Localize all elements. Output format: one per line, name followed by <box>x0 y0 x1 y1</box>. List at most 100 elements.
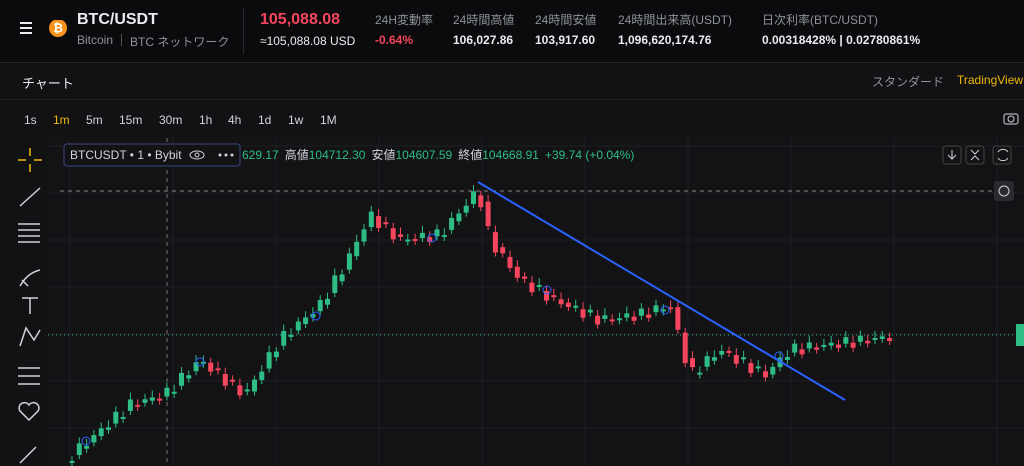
candle <box>244 389 250 392</box>
candle <box>850 342 856 348</box>
interval[interactable]: 5m <box>86 113 103 127</box>
candle <box>507 256 513 268</box>
legend-icons[interactable] <box>189 150 205 160</box>
candle <box>84 445 90 449</box>
candle <box>799 349 805 355</box>
candle <box>179 372 184 386</box>
candle <box>587 309 593 313</box>
interval[interactable]: 1h <box>199 113 213 127</box>
candle <box>456 213 462 222</box>
candle <box>398 234 403 237</box>
candle <box>405 239 411 242</box>
chart-buttons[interactable] <box>942 145 1014 201</box>
candle <box>638 308 644 316</box>
candle <box>675 307 681 330</box>
candle <box>106 427 111 430</box>
trend-line[interactable] <box>477 181 846 401</box>
candle <box>222 374 228 386</box>
candle <box>427 237 433 242</box>
stat-label: 日次利率(BTC/USDT) <box>762 13 878 27</box>
candle <box>339 274 345 282</box>
candles <box>69 184 893 466</box>
candle <box>872 337 878 340</box>
legend-label: 高値 <box>285 147 309 162</box>
interval[interactable]: 1M <box>320 113 337 127</box>
legend-low: 104607.59 <box>395 148 452 162</box>
candle <box>492 232 498 253</box>
trade-marker <box>660 305 670 315</box>
candle <box>814 347 820 350</box>
link[interactable]: Bitcoin <box>77 33 114 47</box>
candle <box>449 217 455 230</box>
divider <box>243 8 244 54</box>
candle <box>792 343 798 353</box>
separator <box>121 34 122 46</box>
legend-ohlc: 629.17 高値104712.30 安値104607.59 終値104668.91 +… <box>242 147 634 162</box>
interval[interactable]: 1m <box>53 113 70 127</box>
trade-marker <box>81 436 91 446</box>
candle <box>500 247 506 254</box>
candle <box>558 299 564 305</box>
candle <box>419 232 425 239</box>
candle <box>135 404 141 407</box>
link[interactable]: BTC ネットワーク <box>130 35 230 49</box>
candle <box>149 397 155 401</box>
legend-symbol: BTCUSDT • 1 • Bybit <box>70 148 182 162</box>
stat-value: 0.00318428% | 0.02780861% <box>762 33 921 47</box>
stat-label: 24時間出来高(USDT) <box>618 13 733 27</box>
legend-close: 104668.91 <box>482 148 539 162</box>
candle <box>91 435 97 443</box>
candle <box>514 266 520 278</box>
panel-title: チャート <box>22 76 74 91</box>
interval[interactable]: 1s <box>24 113 37 127</box>
interval[interactable]: 4h <box>228 113 242 127</box>
toolbar <box>0 138 48 466</box>
stat-label: 24時間高値 <box>453 13 515 27</box>
candle <box>573 305 579 308</box>
candle <box>668 307 674 310</box>
candle <box>748 363 754 374</box>
interval[interactable]: 1d <box>258 113 272 127</box>
candle <box>609 319 615 322</box>
candle <box>580 309 586 318</box>
camera-icon[interactable] <box>1003 111 1019 125</box>
legend-more[interactable] <box>218 153 234 157</box>
candle <box>565 302 571 308</box>
candle <box>602 315 608 319</box>
candle <box>259 371 265 381</box>
candle <box>441 235 447 238</box>
candle <box>485 201 491 227</box>
candle <box>303 317 309 324</box>
candle <box>157 398 163 401</box>
grid <box>48 138 1024 466</box>
candle <box>266 352 272 369</box>
candle <box>127 399 133 411</box>
candle <box>697 372 703 375</box>
divider <box>0 99 1024 100</box>
interval[interactable]: 30m <box>159 113 183 127</box>
candle <box>376 216 382 228</box>
candle <box>325 298 330 305</box>
candle <box>726 350 732 353</box>
header-icons: ₿ <box>20 20 67 37</box>
candle <box>624 313 630 318</box>
symbol[interactable]: BTC/USDT <box>77 11 158 28</box>
candle <box>719 350 725 355</box>
candle <box>544 290 549 301</box>
interval[interactable]: 1w <box>288 113 304 127</box>
candle <box>281 330 287 346</box>
candle <box>711 357 717 361</box>
candle <box>76 443 82 455</box>
price-usd: ≈105,088.08 USD <box>260 34 356 48</box>
stat-label: 24時間安値 <box>535 13 597 27</box>
candle <box>120 416 126 419</box>
view-tab[interactable]: TradingView <box>957 73 1024 87</box>
legend-label: 終値 <box>458 147 482 162</box>
candle <box>346 253 352 270</box>
candle <box>733 355 739 364</box>
candle <box>390 228 396 240</box>
candle <box>617 318 622 321</box>
view-tab[interactable]: スタンダード <box>872 75 945 89</box>
candle <box>595 315 601 325</box>
interval[interactable]: 15m <box>119 113 143 127</box>
